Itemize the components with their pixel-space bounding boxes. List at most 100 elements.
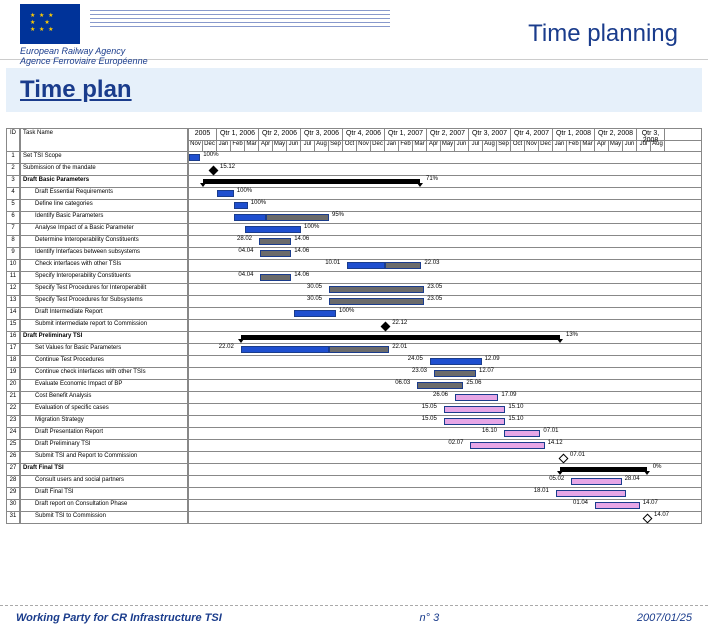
task-timeline-cell: 22.0222.01 <box>188 344 702 356</box>
month-cell: Dec <box>203 141 217 151</box>
task-id: 2 <box>6 164 20 176</box>
task-row: 26Submit TSI and Report to Commission07.… <box>6 452 702 464</box>
task-name: Draft Presentation Report <box>20 428 188 440</box>
task-name: Identify Interfaces between subsystems <box>20 248 188 260</box>
month-cell: May <box>441 141 455 151</box>
bar-prelabel: 30.05 <box>307 296 322 302</box>
task-timeline-cell: 14.07 <box>188 512 702 524</box>
task-name: Consult users and social partners <box>20 476 188 488</box>
agency-text: European Railway Agency Agence Ferroviai… <box>20 46 148 66</box>
quarter-cell: Qtr 4, 2006 <box>343 129 385 140</box>
task-row: 6Identify Basic Parameters95% <box>6 212 702 224</box>
task-name: Draft Preliminary TSI <box>20 440 188 452</box>
title-band: Time plan <box>6 68 702 112</box>
task-id: 13 <box>6 296 20 308</box>
bar-label: 14.06 <box>294 248 309 254</box>
footer: Working Party for CR Infrastructure TSI … <box>0 605 708 624</box>
bar-label: 14.12 <box>548 440 563 446</box>
task-row: 2Submission of the mandate15.12 <box>6 164 702 176</box>
task-row: 15Submit intermediate report to Commissi… <box>6 320 702 332</box>
bar-label: 25.06 <box>466 380 481 386</box>
task-row: 31Submit TSI to Commission14.07 <box>6 512 702 524</box>
header: ★ ★ ★★ ★★ ★ ★ European Railway Agency Ag… <box>0 0 708 60</box>
month-cell: Sep <box>329 141 343 151</box>
bar-prelabel: 28.02 <box>237 236 252 242</box>
quarter-cell: Qtr 1, 2008 <box>553 129 595 140</box>
task-row: 23Migration Strategy15.0515.10 <box>6 416 702 428</box>
milestone-icon <box>381 322 391 332</box>
bar-prelabel: 18.01 <box>534 488 549 494</box>
gantt-bar <box>294 310 336 317</box>
task-id: 21 <box>6 392 20 404</box>
bar-label: 17.09 <box>501 392 516 398</box>
task-timeline-cell: 13% <box>188 332 702 344</box>
task-name: Draft report on Consultation Phase <box>20 500 188 512</box>
task-timeline-cell: 05.0228.04 <box>188 476 702 488</box>
bar-label: 28.04 <box>625 476 640 482</box>
task-name: Evaluation of specific cases <box>20 404 188 416</box>
task-name: Draft Final TSI <box>20 488 188 500</box>
task-row: 21Cost Benefit Analysis26.0617.09 <box>6 392 702 404</box>
task-id: 24 <box>6 428 20 440</box>
task-name: Submit TSI and Report to Commission <box>20 452 188 464</box>
task-timeline-cell: 06.0325.06 <box>188 380 702 392</box>
task-id: 12 <box>6 284 20 296</box>
month-cell: Aug <box>483 141 497 151</box>
task-name: Draft Essential Requirements <box>20 188 188 200</box>
task-timeline-cell: 23.0312.07 <box>188 368 702 380</box>
footer-left: Working Party for CR Infrastructure TSI <box>16 612 222 624</box>
bar-label: 100% <box>203 152 218 158</box>
task-id: 27 <box>6 464 20 476</box>
task-id: 18 <box>6 356 20 368</box>
gantt-chart: ID Task Name 2005Qtr 1, 2006Qtr 2, 2006Q… <box>6 128 702 590</box>
gantt-bar <box>266 214 329 221</box>
task-name: Draft Basic Parameters <box>20 176 188 188</box>
task-name: Continue Test Procedures <box>20 356 188 368</box>
task-row: 19Continue check interfaces with other T… <box>6 368 702 380</box>
month-cell: Oct <box>343 141 357 151</box>
bar-label: 95% <box>332 212 344 218</box>
task-timeline-cell: 71% <box>188 176 702 188</box>
task-name: Specify Interoperability Constituents <box>20 272 188 284</box>
task-timeline-cell: 15.0515.10 <box>188 416 702 428</box>
task-id: 9 <box>6 248 20 260</box>
bar-prelabel: 01.04 <box>573 500 588 506</box>
task-id: 8 <box>6 236 20 248</box>
summary-bar <box>560 467 647 472</box>
task-id: 20 <box>6 380 20 392</box>
col-name: Task Name <box>20 128 188 152</box>
gantt-bar <box>434 370 476 377</box>
summary-bar <box>203 179 420 184</box>
gantt-header: ID Task Name 2005Qtr 1, 2006Qtr 2, 2006Q… <box>6 128 702 152</box>
task-row: 29Draft Final TSI 18.01 <box>6 488 702 500</box>
gantt-bar <box>385 262 421 269</box>
task-id: 25 <box>6 440 20 452</box>
task-timeline-cell: 07.01 <box>188 452 702 464</box>
task-row: 11Specify Interoperability Constituents0… <box>6 272 702 284</box>
quarter-cell: Qtr 1, 2006 <box>217 129 259 140</box>
task-row: 27Draft Final TSI0% <box>6 464 702 476</box>
task-id: 29 <box>6 488 20 500</box>
task-name: Set Values for Basic Parameters <box>20 344 188 356</box>
bar-label: 14.06 <box>294 236 309 242</box>
task-id: 1 <box>6 152 20 164</box>
task-row: 30Draft report on Consultation Phase 01.0… <box>6 500 702 512</box>
month-cell: Jul <box>469 141 483 151</box>
bar-label: 14.06 <box>294 272 309 278</box>
task-name: Identify Basic Parameters <box>20 212 188 224</box>
task-id: 31 <box>6 512 20 524</box>
bar-label: 15.10 <box>508 404 523 410</box>
task-id: 30 <box>6 500 20 512</box>
gantt-bar <box>455 394 498 401</box>
bar-label: 23.05 <box>427 284 442 290</box>
gantt-bar <box>245 226 301 233</box>
month-cell: Feb <box>399 141 413 151</box>
month-cell: Oct <box>511 141 525 151</box>
milestone-label: 22.12 <box>392 320 407 326</box>
gantt-rows: 1Set TSI Scope100%2Submission of the man… <box>6 152 702 524</box>
bar-label: 71% <box>426 176 438 182</box>
task-id: 4 <box>6 188 20 200</box>
bar-label: 0% <box>653 464 662 470</box>
gantt-bar <box>444 418 506 425</box>
month-cell: Mar <box>245 141 259 151</box>
